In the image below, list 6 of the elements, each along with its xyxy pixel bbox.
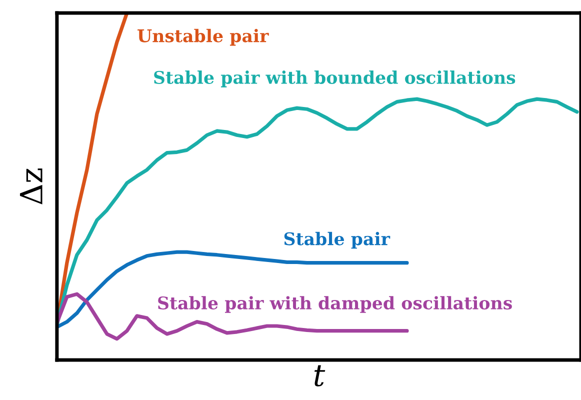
series-label: Unstable pair	[138, 28, 269, 46]
series-label: Stable pair with damped oscillations	[158, 296, 512, 313]
series-label: Stable pair	[284, 232, 390, 249]
x-axis-title: t	[314, 365, 326, 386]
series-label: Stable pair with bounded oscillations	[154, 70, 516, 88]
y-axis-title: Δz	[20, 168, 42, 204]
